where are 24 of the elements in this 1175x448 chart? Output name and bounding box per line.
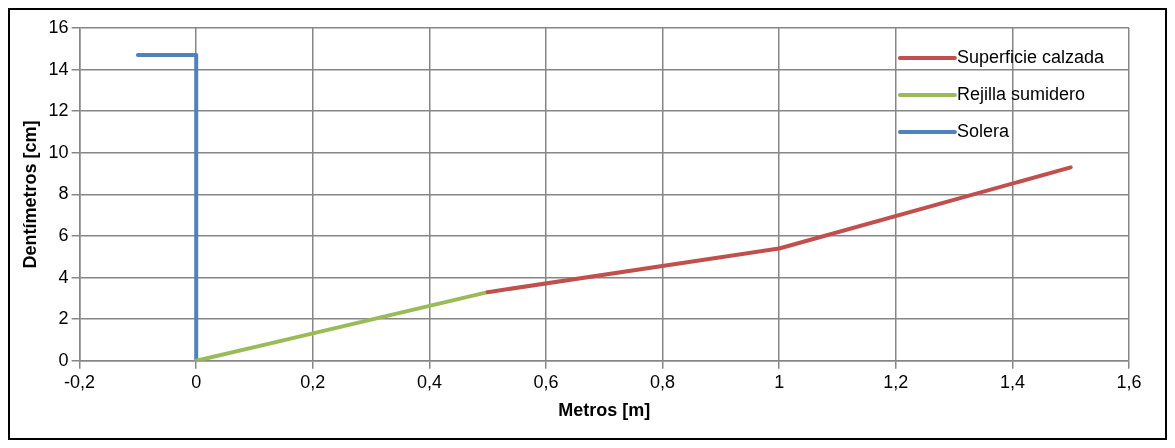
x-axis-title: Metros [m] — [558, 400, 651, 421]
x-tick-label: 0 — [191, 371, 202, 392]
legend-label: Superficie calzada — [956, 46, 1105, 67]
y-tick-label: 16 — [48, 16, 69, 37]
y-tick-label: 10 — [48, 141, 69, 162]
x-tick-label: 0,4 — [416, 371, 442, 392]
x-tick-label: 1 — [774, 371, 785, 392]
x-tick-label: 1,6 — [1116, 371, 1142, 392]
x-tick-label: 1,2 — [883, 371, 909, 392]
y-tick-label: 14 — [48, 58, 69, 79]
legend-label: Solera — [956, 120, 1010, 141]
x-tick-label: 0,8 — [650, 371, 676, 392]
legend-label: Rejilla sumidero — [956, 83, 1085, 104]
y-tick-label: 0 — [58, 349, 69, 370]
y-axis-title: Dentímetros [cm] — [19, 120, 40, 269]
y-tick-label: 2 — [58, 308, 69, 329]
x-tick-label: 0,2 — [300, 371, 326, 392]
y-tick-label: 6 — [58, 224, 69, 245]
y-tick-label: 4 — [58, 266, 69, 287]
x-tick-label: 1,4 — [999, 371, 1025, 392]
y-tick-label: 8 — [58, 183, 69, 204]
x-tick-label: 0,6 — [533, 371, 559, 392]
y-tick-label: 12 — [48, 100, 69, 121]
x-tick-label: -0,2 — [64, 371, 96, 392]
